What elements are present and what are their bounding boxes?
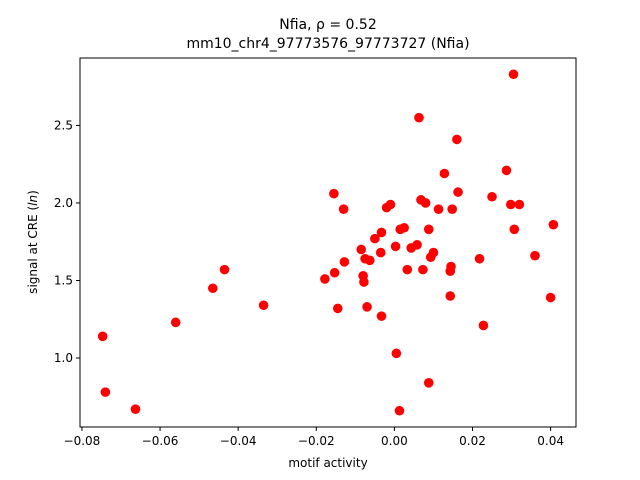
data-point-37 xyxy=(423,378,434,388)
x-axis: −0.08 −0.06 −0.04 −0.02 0.00 0.02 0.04 xyxy=(64,427,564,448)
data-point-51 xyxy=(487,191,497,202)
data-point-58 xyxy=(545,292,556,303)
x-axis-label: motif activity xyxy=(288,456,367,470)
data-point-35 xyxy=(418,264,428,275)
data-point-12 xyxy=(339,257,350,267)
data-point-55 xyxy=(509,224,520,235)
data-point-45 xyxy=(446,261,456,272)
data-point-38 xyxy=(423,224,434,235)
data-point-25 xyxy=(390,241,401,252)
data-point-47 xyxy=(452,134,462,145)
data-point-57 xyxy=(530,250,540,261)
y-axis: 1.0 1.5 2.0 2.5 xyxy=(54,118,80,365)
data-point-6 xyxy=(258,300,269,311)
data-point-2 xyxy=(130,404,141,414)
data-point-0 xyxy=(97,331,108,342)
data-point-10 xyxy=(332,303,343,314)
plot-area-frame xyxy=(79,57,577,428)
x-tick-label: 0.00 xyxy=(381,434,408,448)
data-point-56 xyxy=(514,199,525,210)
data-point-5 xyxy=(219,264,230,275)
y-tick-label: 2.5 xyxy=(54,118,73,132)
data-point-42 xyxy=(439,168,450,179)
data-point-21 xyxy=(376,227,387,238)
x-tick-label: 0.02 xyxy=(459,434,486,448)
data-point-19 xyxy=(370,233,380,244)
data-point-4 xyxy=(207,283,218,294)
data-point-22 xyxy=(376,311,387,321)
x-tick-label: 0.04 xyxy=(537,434,564,448)
data-point-41 xyxy=(433,204,444,214)
data-point-43 xyxy=(445,291,456,301)
data-point-36 xyxy=(420,198,431,208)
data-point-32 xyxy=(412,240,422,250)
data-point-20 xyxy=(375,247,386,258)
y-axis-label: signal at CRE (ln) xyxy=(26,190,40,294)
x-tick-label: −0.06 xyxy=(142,434,179,448)
x-tick-label: −0.04 xyxy=(220,434,257,448)
data-point-46 xyxy=(447,204,458,214)
data-point-50 xyxy=(478,320,489,331)
data-point-27 xyxy=(394,405,405,416)
data-point-7 xyxy=(320,274,330,284)
chart-title-line1: Nfia, ρ = 0.52 xyxy=(279,17,376,33)
data-point-9 xyxy=(329,267,340,278)
data-point-59 xyxy=(548,219,559,230)
y-tick-label: 2.0 xyxy=(54,196,73,210)
data-point-1 xyxy=(100,387,111,397)
data-point-13 xyxy=(356,244,367,255)
y-tick-label: 1.5 xyxy=(54,273,73,287)
data-point-48 xyxy=(453,187,463,197)
data-point-3 xyxy=(170,317,181,328)
data-point-53 xyxy=(505,199,516,210)
chart-title-line2: mm10_chr4_97773576_97773727 (Nfia) xyxy=(186,36,469,52)
data-point-24 xyxy=(385,199,396,210)
data-point-8 xyxy=(329,188,339,199)
data-points xyxy=(97,69,559,416)
x-tick-label: −0.08 xyxy=(64,434,101,448)
data-point-40 xyxy=(428,247,439,258)
data-point-11 xyxy=(338,204,349,214)
data-point-29 xyxy=(399,222,409,233)
data-point-18 xyxy=(364,255,375,266)
x-tick-label: −0.02 xyxy=(298,434,335,448)
data-point-30 xyxy=(402,264,413,275)
data-point-33 xyxy=(414,112,424,123)
data-point-26 xyxy=(391,348,402,359)
data-point-49 xyxy=(474,253,485,264)
data-point-54 xyxy=(508,69,519,80)
data-point-15 xyxy=(359,277,369,287)
data-point-17 xyxy=(362,302,372,312)
data-point-52 xyxy=(501,165,512,176)
y-tick-label: 1.0 xyxy=(54,351,73,365)
